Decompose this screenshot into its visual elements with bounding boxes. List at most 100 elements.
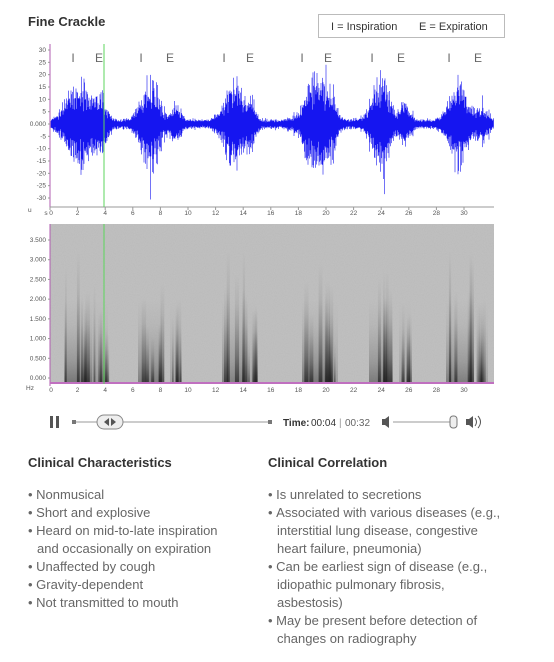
spectral-band (138, 300, 162, 382)
time-total: 00:32 (345, 418, 370, 429)
x-tick-label: 22 (350, 387, 358, 394)
spectral-band (326, 300, 338, 382)
correlation: Clinical Correlation Is unrelated to sec… (268, 454, 504, 648)
spectral-band (369, 300, 393, 382)
y-tick-label: 25 (39, 59, 47, 66)
y-tick-label: 2.000 (30, 296, 47, 303)
mute-button[interactable] (382, 416, 389, 428)
phase-marker: I (447, 51, 450, 65)
x-tick-label: 8 (159, 210, 163, 217)
y-tick-label: -5 (40, 133, 46, 140)
legend-item: I = Inspiration (331, 21, 397, 33)
spectral-band (476, 300, 488, 382)
waveform-trace (50, 64, 494, 200)
player-graphics: Fine Crackle I = Inspiration E = Expirat… (26, 14, 505, 430)
x-tick-label: 0 (49, 210, 53, 217)
seek-knob[interactable] (96, 414, 124, 430)
seek-start (72, 420, 76, 424)
bullet-list: Is unrelated to secretionsAssociated wit… (268, 486, 504, 648)
x-tick-label: 26 (405, 387, 413, 394)
bullet-item: Is unrelated to secretions (268, 486, 504, 504)
phase-marker: E (397, 51, 405, 65)
phase-marker: I (300, 51, 303, 65)
spectral-band (399, 300, 411, 382)
y-tick-label: -30 (37, 195, 47, 202)
x-tick-label: 28 (433, 387, 441, 394)
y-tick-label: -25 (37, 183, 47, 190)
x-unit: s (44, 210, 48, 217)
bullet-item: Short and explosive (28, 504, 228, 522)
phase-marker: E (324, 51, 332, 65)
x-tick-label: 18 (295, 387, 303, 394)
y-tick-label: 20 (39, 72, 47, 79)
y-tick-label: 0.500 (30, 355, 47, 362)
spectral-streak (469, 258, 475, 382)
bullet-item: Can be earliest sign of disease (e.g., i… (268, 558, 504, 612)
x-tick-label: 16 (267, 210, 275, 217)
volume-max[interactable] (466, 415, 481, 429)
spectral-band (170, 300, 182, 382)
spectral-band (446, 300, 470, 382)
x-tick-label: 22 (350, 210, 358, 217)
bullet-item: Not transmitted to mouth (28, 594, 228, 612)
spectral-band (222, 300, 248, 382)
y-tick-label: 5 (42, 109, 46, 116)
x-tick-label: 16 (267, 387, 275, 394)
y-tick-label: 3.000 (30, 257, 47, 264)
bullet-item: Heard on mid-to-late inspiration and occ… (28, 522, 228, 558)
phase-marker: I (370, 51, 373, 65)
y-tick-label: 15 (39, 84, 47, 91)
section-heading: Clinical Correlation (268, 455, 388, 470)
x-tick-label: 10 (184, 387, 192, 394)
x-tick-label: 6 (131, 387, 135, 394)
phase-marker: E (166, 51, 174, 65)
x-tick-label: 18 (295, 210, 303, 217)
x-tick-label: 30 (460, 210, 468, 217)
legend-item: E = Expiration (419, 21, 488, 33)
spectral-band (247, 300, 257, 382)
phase-marker: I (139, 51, 142, 65)
x-tick-label: 6 (131, 210, 135, 217)
x-tick-label: 12 (212, 387, 220, 394)
bullet-item: Gravity-dependent (28, 576, 228, 594)
spectral-band (64, 300, 92, 382)
x-tick-label: 2 (76, 210, 80, 217)
x-tick-label: 10 (184, 210, 192, 217)
y-tick-label: 0.000 (30, 375, 47, 382)
bullet-item: May be present before detection of chang… (268, 612, 504, 648)
x-tick-label: 28 (433, 210, 441, 217)
x-tick-label: 14 (240, 210, 248, 217)
y-tick-label: 3.500 (30, 237, 47, 244)
x-tick-label: 4 (103, 387, 107, 394)
phase-marker: E (246, 51, 254, 65)
y-tick-label: 30 (39, 47, 47, 54)
time-current: 00:04 (311, 418, 336, 429)
legend-box (318, 14, 505, 38)
x-tick-label: 0 (49, 387, 53, 394)
pause-button[interactable] (50, 416, 59, 428)
y-tick-label: -10 (37, 146, 47, 153)
x-tick-label: 4 (103, 210, 107, 217)
phase-marker: I (222, 51, 225, 65)
spectral-streak (160, 283, 165, 382)
y-unit: Hz (26, 385, 34, 392)
bullet-item: Nonmusical (28, 486, 228, 504)
spectrogram-noise (50, 224, 494, 384)
x-tick-label: 24 (378, 210, 386, 217)
title: Fine Crackle (28, 14, 105, 29)
spectral-band (302, 300, 330, 382)
x-tick-label: 30 (460, 387, 468, 394)
x-tick-label: 26 (405, 210, 413, 217)
y-tick-label: 2.500 (30, 276, 47, 283)
volume-knob[interactable] (449, 415, 458, 429)
x-tick-label: 12 (212, 210, 220, 217)
x-tick-label: 20 (322, 387, 330, 394)
y-tick-label: -20 (37, 170, 47, 177)
bullet-list: NonmusicalShort and explosiveHeard on mi… (28, 486, 228, 612)
x-tick-label: 14 (240, 387, 248, 394)
x-tick-label: 24 (378, 387, 386, 394)
characteristics: Clinical Characteristics NonmusicalShort… (28, 454, 228, 612)
x-tick-label: 20 (322, 210, 330, 217)
